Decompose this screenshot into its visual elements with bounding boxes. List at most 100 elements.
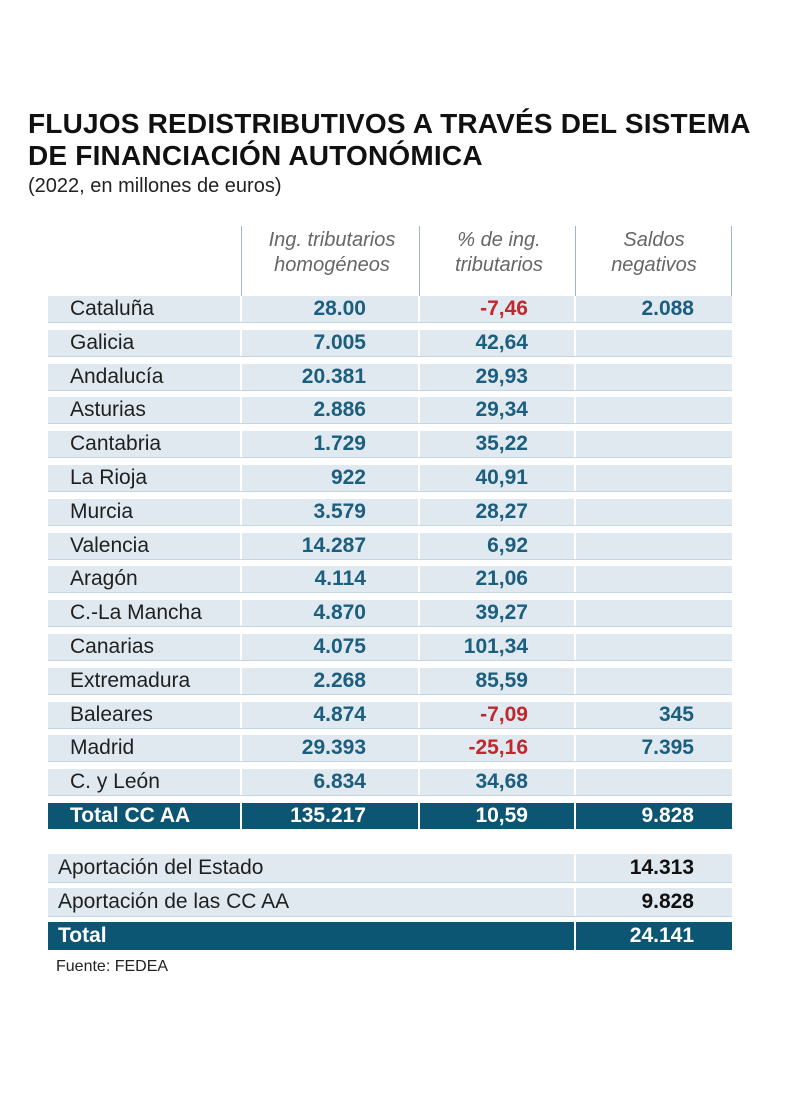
cell-separator	[574, 532, 576, 559]
summary-row: Aportación de las CC AA 9.828	[48, 888, 732, 917]
pct-value: 101,34	[463, 635, 528, 658]
saldo-value	[576, 330, 694, 356]
cell-separator	[418, 769, 420, 796]
cell-separator	[574, 397, 576, 424]
pct-value: 6,92	[487, 533, 528, 557]
pct-value: 40,91	[475, 466, 528, 489]
table-row: Valencia 14.287 6,92	[48, 532, 732, 560]
saldo-value	[576, 499, 694, 525]
region-name: C. y León	[70, 770, 160, 794]
region-name: Extremadura	[70, 668, 191, 692]
cell-separator	[418, 363, 420, 390]
ing-value: 14.287	[301, 533, 366, 557]
table-row: Galicia 7.005 42,64	[48, 329, 732, 357]
cell-separator	[418, 634, 420, 660]
ing-value: 4.870	[313, 601, 366, 625]
cell-separator	[574, 701, 576, 728]
region-name: Cantabria	[70, 432, 162, 456]
column-header-ing-line1: Ing. tributarios	[268, 229, 396, 251]
column-header-pct: % de ing. tributarios	[422, 228, 576, 278]
source-note: Fuente: FEDEA	[56, 958, 169, 975]
region-name: Galicia	[70, 330, 135, 354]
cell-separator	[240, 735, 242, 762]
cell-separator	[418, 735, 420, 762]
table-row: Andalucía 20.381 29,93	[48, 363, 732, 391]
cell-separator	[240, 532, 242, 559]
region-name: Aragón	[70, 567, 138, 591]
table-row: Asturias 2.886 29,34	[48, 397, 732, 425]
cell-separator	[418, 667, 420, 694]
cell-separator	[418, 465, 420, 491]
cell-separator	[418, 431, 420, 458]
table-row: Baleares 4.874 -7,09 345	[48, 701, 732, 729]
cell-separator	[574, 296, 576, 322]
cell-separator	[240, 769, 242, 796]
saldo-value: 7.395	[641, 736, 694, 760]
column-header-pct-line2: tributarios	[455, 254, 543, 276]
table-row: Cataluña 28.00 -7,46 2.088	[48, 296, 732, 323]
cell-separator	[240, 431, 242, 458]
region-name: Canarias	[70, 635, 155, 658]
region-name: Cataluña	[70, 297, 155, 320]
cell-separator	[574, 498, 576, 525]
pct-value: -25,16	[468, 736, 528, 760]
region-name: Madrid	[70, 736, 135, 760]
pct-value: 21,06	[475, 567, 528, 591]
table-row: Aragón 4.114 21,06	[48, 566, 732, 594]
ing-value: 4.075	[313, 635, 366, 658]
pct-value: 42,64	[475, 330, 528, 354]
summary-label: Aportación del Estado	[58, 856, 264, 879]
ing-value: 28.00	[313, 297, 366, 320]
cell-separator	[240, 465, 242, 491]
pct-value: 28,27	[475, 499, 528, 523]
cell-separator	[240, 803, 242, 829]
saldo-value	[576, 431, 694, 457]
column-header-ing-line2: homogéneos	[274, 254, 390, 276]
cell-separator	[574, 667, 576, 694]
pct-value: 35,22	[475, 432, 528, 456]
cell-separator	[418, 397, 420, 424]
cell-separator	[418, 498, 420, 525]
region-name: Valencia	[70, 533, 149, 557]
region-name: La Rioja	[70, 466, 148, 489]
table-row: Madrid 29.393 -25,16 7.395	[48, 735, 732, 763]
table-row: Canarias 4.075 101,34	[48, 634, 732, 661]
column-header-saldo-line1: Saldos	[623, 229, 685, 251]
column-header-saldo: Saldos negativos	[578, 228, 730, 278]
saldo-value	[576, 397, 694, 423]
column-divider	[731, 226, 732, 296]
pct-value: 29,34	[475, 398, 528, 422]
cell-separator	[574, 854, 576, 882]
chart-subtitle: (2022, en millones de euros)	[28, 175, 282, 197]
cell-separator	[240, 397, 242, 424]
ing-value: 4.114	[314, 567, 366, 591]
cell-separator	[574, 329, 576, 356]
column-header-ing: Ing. tributarios homogéneos	[244, 228, 420, 278]
cell-separator	[418, 701, 420, 728]
saldo-value	[576, 600, 694, 626]
table-row: Murcia 3.579 28,27	[48, 498, 732, 526]
ing-value: 135.217	[290, 804, 366, 827]
cell-separator	[418, 532, 420, 559]
region-name: Asturias	[70, 398, 146, 422]
cell-separator	[240, 329, 242, 356]
summary-value: 9.828	[641, 890, 694, 913]
pct-value: 34,68	[475, 770, 528, 794]
saldo-value: 2.088	[641, 297, 694, 320]
ing-value: 20.381	[301, 364, 366, 388]
cell-separator	[418, 803, 420, 829]
cell-separator	[418, 296, 420, 322]
cell-separator	[240, 498, 242, 525]
cell-separator	[418, 600, 420, 627]
column-header-pct-line1: % de ing.	[457, 229, 541, 251]
cell-separator	[574, 769, 576, 796]
saldo-value: 9.828	[641, 804, 694, 827]
ing-value: 6.834	[313, 770, 366, 794]
cell-separator	[574, 735, 576, 762]
region-name: Baleares	[70, 702, 153, 726]
pct-value: -7,09	[480, 702, 528, 726]
ing-value: 3.579	[313, 499, 366, 523]
column-header-saldo-line2: negativos	[611, 254, 697, 276]
table-row: Cantabria 1.729 35,22	[48, 431, 732, 459]
summary-total-row: Total 24.141	[48, 922, 732, 950]
